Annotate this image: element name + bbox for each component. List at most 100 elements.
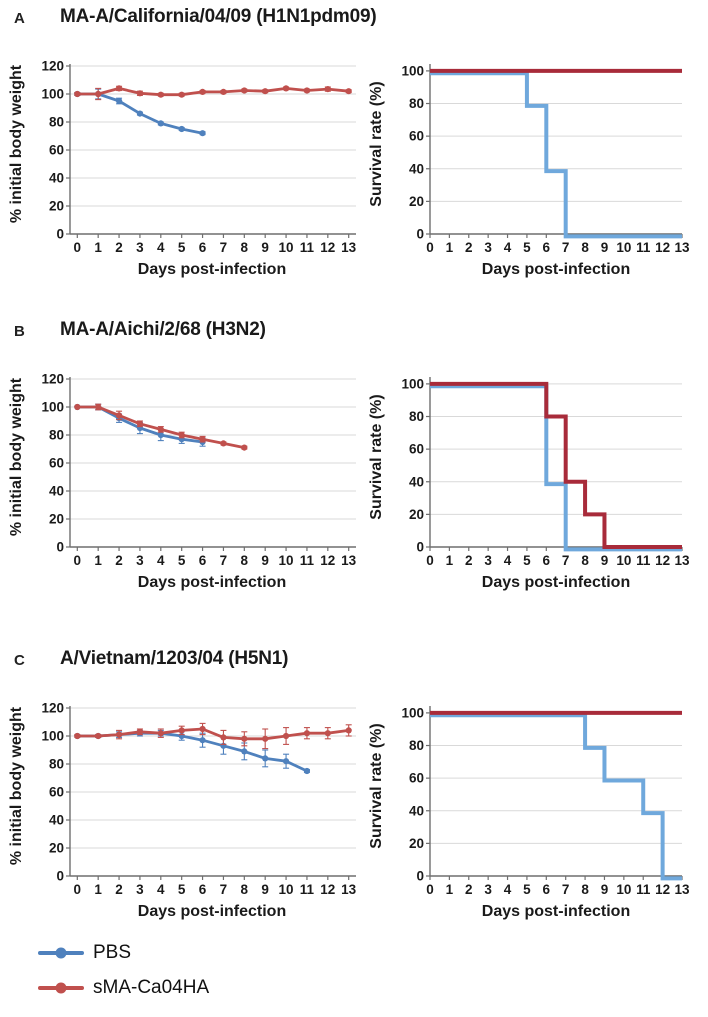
legend-label-sma-ca04ha: sMA-Ca04HA <box>93 977 210 998</box>
y-tick-label: 80 <box>409 409 424 424</box>
x-tick-label: 11 <box>300 882 315 897</box>
x-tick-label: 3 <box>484 882 492 897</box>
data-point-marker <box>199 737 206 744</box>
x-tick-label: 8 <box>241 240 249 255</box>
panel-b-title: MA-A/Aichi/2/68 (H3N2) <box>60 319 266 340</box>
panel-b: B MA-A/Aichi/2/68 (H3N2) % initial body … <box>0 313 708 592</box>
data-point-marker <box>324 86 331 93</box>
x-tick-label: 12 <box>655 882 670 897</box>
data-point-marker <box>303 87 311 94</box>
weight-chart-a-xlabel: Days post-infection <box>137 261 287 278</box>
x-tick-label: 12 <box>320 240 335 255</box>
x-tick-label: 7 <box>220 240 228 255</box>
x-tick-label: 10 <box>616 553 631 568</box>
survival-chart-a-ylabel: Survival rate (%) <box>368 80 385 207</box>
data-point-marker <box>262 88 269 95</box>
x-tick-label: 10 <box>279 240 294 255</box>
x-tick-label: 10 <box>279 553 294 568</box>
x-tick-label: 6 <box>199 553 207 568</box>
x-tick-label: 3 <box>136 882 144 897</box>
x-tick-label: 8 <box>241 882 249 897</box>
panel-b-charts: % initial body weight 0 20 40 60 80 100 120 0 1 2… <box>0 371 708 592</box>
y-tick-label: 0 <box>416 540 424 555</box>
y-tick-label: 20 <box>409 194 424 209</box>
legend-label-pbs: PBS <box>93 942 132 963</box>
survival-step-line-pbs <box>430 713 682 881</box>
panel-c-header: C A/Vietnam/1203/04 (H5N1) <box>0 642 708 676</box>
survival-step-line-sma-ca04ha <box>430 381 682 549</box>
x-tick-label: 1 <box>94 553 102 568</box>
x-tick-label: 13 <box>674 882 690 897</box>
x-tick-label: 0 <box>426 240 434 255</box>
x-tick-label: 10 <box>616 240 631 255</box>
x-tick-label: 13 <box>341 553 357 568</box>
y-tick-label: 40 <box>49 484 64 499</box>
weight-chart-a-ylabel: % initial body weight <box>8 64 25 223</box>
y-tick-label: 40 <box>49 813 64 828</box>
x-tick-label: 0 <box>426 553 434 568</box>
y-tick-label: 100 <box>41 400 64 415</box>
x-tick-label: 7 <box>562 882 570 897</box>
data-point-marker <box>324 730 331 737</box>
x-tick-label: 9 <box>261 882 269 897</box>
x-tick-label: 13 <box>341 240 357 255</box>
x-tick-label: 11 <box>300 553 315 568</box>
x-tick-label: 0 <box>426 882 434 897</box>
x-tick-label: 2 <box>465 882 473 897</box>
y-tick-label: 60 <box>409 129 424 144</box>
y-tick-label: 40 <box>49 171 64 186</box>
x-tick-label: 13 <box>674 553 690 568</box>
x-tick-label: 4 <box>504 240 512 255</box>
x-tick-label: 5 <box>178 240 186 255</box>
data-point-marker <box>74 403 81 411</box>
x-tick-label: 6 <box>543 553 551 568</box>
panel-b-header: B MA-A/Aichi/2/68 (H3N2) <box>0 313 708 347</box>
y-tick-label: 0 <box>56 227 64 242</box>
data-point-marker <box>157 120 164 127</box>
x-tick-label: 3 <box>484 553 492 568</box>
survival-chart-b-ylabel: Survival rate (%) <box>368 393 385 520</box>
survival-chart-b: Survival rate (%) 0 20 40 60 80 100 0 1 2 3 4 5 6 7 8 9… <box>364 371 690 592</box>
data-point-marker <box>115 97 123 105</box>
y-tick-label: 20 <box>409 836 424 851</box>
y-tick-label: 60 <box>49 143 64 158</box>
data-point-marker <box>241 87 248 94</box>
x-tick-label: 2 <box>115 553 123 568</box>
survival-step-line-pbs <box>430 71 682 239</box>
survival-chart-b-xlabel: Days post-infection <box>481 574 631 591</box>
y-tick-label: 100 <box>41 729 64 744</box>
weight-chart-b-ylabel: % initial body weight <box>8 377 25 536</box>
pbs-line-swatch <box>38 947 84 959</box>
weight-chart-b: % initial body weight 0 20 40 60 80 100 120 0 1 2… <box>4 371 364 592</box>
data-point-marker <box>157 91 164 98</box>
data-point-marker <box>345 88 352 95</box>
x-tick-label: 4 <box>504 882 512 897</box>
data-point-marker <box>74 732 81 740</box>
y-tick-label: 0 <box>416 869 424 884</box>
data-point-marker <box>199 130 206 137</box>
y-tick-label: 40 <box>409 161 424 176</box>
x-tick-label: 9 <box>601 553 609 568</box>
y-tick-label: 60 <box>409 442 424 457</box>
data-point-marker <box>136 728 144 735</box>
x-tick-label: 9 <box>261 240 269 255</box>
data-point-marker <box>241 444 248 451</box>
x-tick-label: 4 <box>157 553 165 568</box>
panel-b-label: B <box>14 323 25 340</box>
data-point-marker <box>178 431 185 439</box>
sma-ca04ha-line-swatch <box>38 982 84 994</box>
y-tick-label: 0 <box>56 540 64 555</box>
y-tick-label: 80 <box>49 115 64 130</box>
data-point-marker <box>262 735 269 742</box>
y-tick-label: 0 <box>56 869 64 884</box>
x-tick-label: 12 <box>655 553 670 568</box>
y-tick-label: 20 <box>49 199 64 214</box>
y-tick-label: 120 <box>41 701 64 716</box>
x-tick-label: 7 <box>220 553 228 568</box>
x-tick-label: 3 <box>484 240 492 255</box>
panel-c-charts: % initial body weight 0 20 40 60 80 100 120 0 1 2… <box>0 700 708 921</box>
